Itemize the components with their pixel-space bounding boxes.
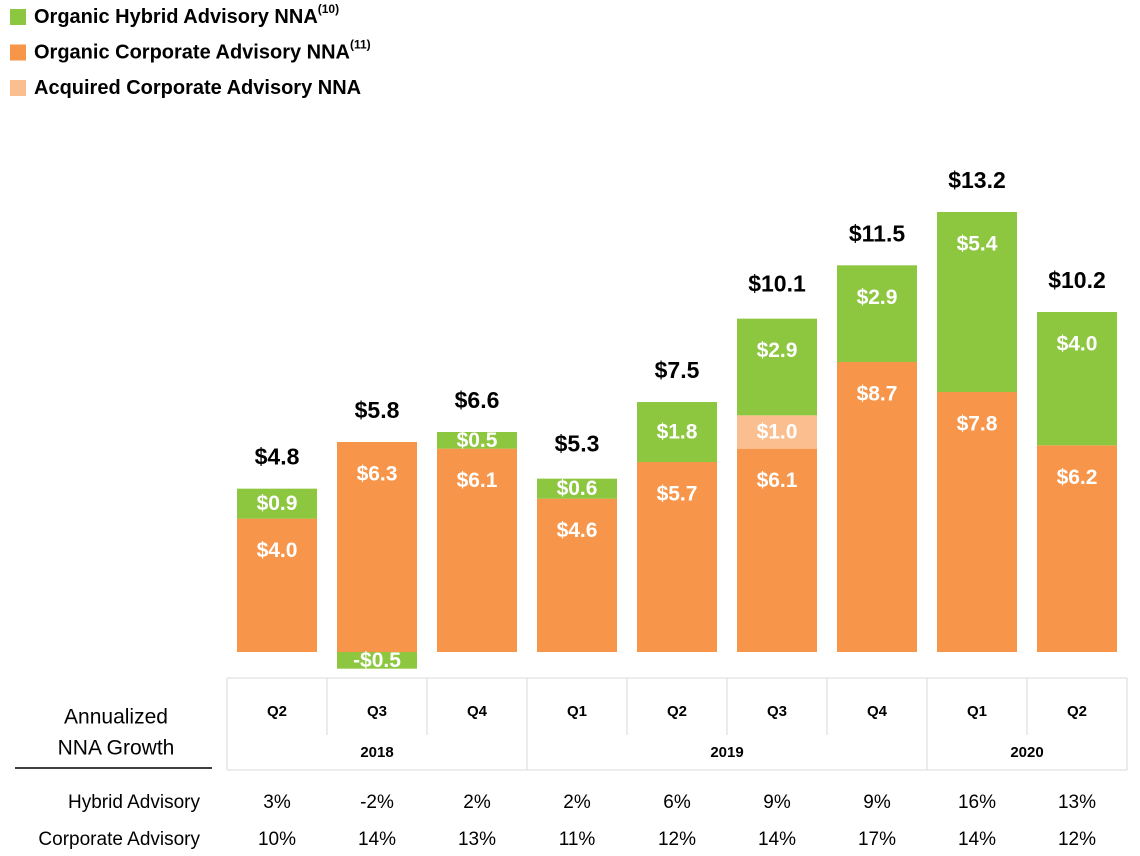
data-label: $1.8 [657, 421, 698, 444]
quarter-label: Q4 [867, 703, 888, 720]
bar-segment [337, 652, 417, 669]
data-label: $6.3 [357, 463, 398, 486]
legend-swatch [10, 44, 26, 61]
quarter-label: Q2 [667, 703, 687, 720]
bar-segment [537, 478, 617, 499]
legend-swatch [10, 80, 26, 96]
row-cell: 13% [458, 829, 496, 850]
bar-segment [237, 488, 317, 519]
row-cell: 3% [263, 792, 291, 813]
data-label: $7.8 [957, 413, 998, 436]
legend-label: Organic Hybrid Advisory NNA(10) [34, 2, 339, 28]
table-title: NNA Growth [58, 737, 175, 760]
row-cell: 9% [863, 792, 891, 813]
row-cell: 16% [958, 792, 996, 813]
bar-segment [737, 415, 817, 449]
data-label: $2.9 [757, 339, 798, 362]
row-cell: 14% [958, 829, 996, 850]
row-cell: 2% [463, 792, 491, 813]
bar-segment [837, 362, 917, 652]
row-cell: 13% [1058, 792, 1096, 813]
quarter-label: Q1 [567, 703, 587, 720]
total-label: $5.3 [555, 430, 600, 456]
data-label: $4.6 [557, 519, 598, 542]
legend-swatch [10, 9, 26, 25]
bar-segment [437, 432, 517, 449]
bar-segment [1037, 312, 1117, 446]
row-cell: 12% [658, 829, 696, 850]
legend-label: Acquired Corporate Advisory NNA [34, 77, 361, 99]
bar-segment [1037, 445, 1117, 652]
data-label: $4.0 [257, 539, 298, 562]
total-label: $13.2 [948, 167, 1006, 193]
data-label: $0.6 [557, 477, 598, 500]
row-cell: 10% [258, 829, 296, 850]
bar-segment [937, 212, 1017, 392]
data-label: $2.9 [857, 286, 898, 309]
total-label: $10.1 [748, 270, 806, 296]
bar-segment [937, 392, 1017, 652]
row-cell: 12% [1058, 829, 1096, 850]
quarter-label: Q1 [967, 703, 987, 720]
data-label: $1.0 [757, 421, 798, 444]
legend-name: Acquired Corporate Advisory NNA [34, 77, 361, 99]
quarter-label: Q3 [367, 703, 387, 720]
total-label: $10.2 [1048, 267, 1106, 293]
row-cell: 6% [663, 792, 691, 813]
legend-footnote: (11) [350, 38, 371, 52]
bar-segment [737, 318, 817, 416]
legend-label: Organic Corporate Advisory NNA(11) [34, 38, 371, 64]
data-label: $0.9 [257, 492, 298, 515]
row-cell: 14% [358, 829, 396, 850]
bar-segment [637, 402, 717, 462]
bar-segment [437, 448, 517, 652]
bar-segment [737, 448, 817, 652]
year-label: 2019 [710, 744, 743, 761]
quarter-label: Q3 [767, 703, 787, 720]
row-cell: -2% [360, 792, 394, 813]
row-cell: 17% [858, 829, 896, 850]
data-label: $6.1 [457, 469, 498, 492]
legend-name: Organic Hybrid Advisory NNA [34, 6, 318, 28]
row-cell: 14% [758, 829, 796, 850]
year-label: 2020 [1010, 744, 1043, 761]
row-cell: 2% [563, 792, 591, 813]
bar-segment [537, 498, 617, 652]
quarter-label: Q4 [467, 703, 488, 720]
quarter-label: Q2 [1067, 703, 1087, 720]
total-label: $11.5 [849, 220, 905, 246]
total-label: $5.8 [355, 397, 400, 423]
data-label: $6.1 [757, 469, 798, 492]
legend-name: Organic Corporate Advisory NNA [34, 42, 350, 64]
bar-segment [637, 462, 717, 652]
bar-segment [337, 442, 417, 652]
data-label: $5.4 [957, 233, 998, 256]
row-cell: 11% [559, 829, 596, 850]
data-label: $6.2 [1057, 466, 1098, 489]
bar-segment [237, 518, 317, 652]
row-label: Hybrid Advisory [68, 792, 200, 813]
data-label: $8.7 [857, 383, 898, 406]
data-label: $4.0 [1057, 333, 1098, 356]
row-label: Corporate Advisory [38, 829, 200, 850]
total-label: $6.6 [455, 387, 500, 413]
data-label: -$0.5 [353, 649, 401, 672]
data-label: $0.5 [457, 429, 498, 452]
row-cell: 9% [763, 792, 791, 813]
legend-footnote: (10) [318, 2, 339, 16]
data-label: $5.7 [657, 483, 698, 506]
table-title: Annualized [64, 706, 168, 729]
year-label: 2018 [360, 744, 393, 761]
total-label: $4.8 [255, 444, 300, 470]
bar-segment [837, 265, 917, 362]
total-label: $7.5 [655, 357, 700, 383]
quarter-label: Q2 [267, 703, 287, 720]
